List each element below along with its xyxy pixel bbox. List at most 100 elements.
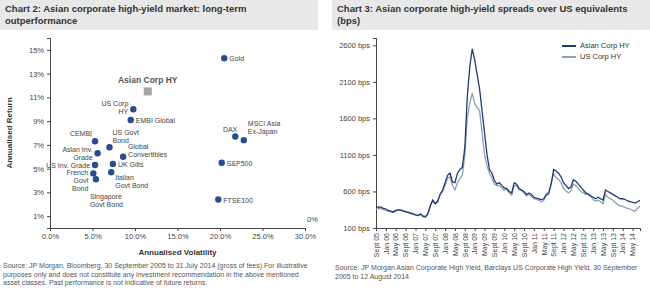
points <box>90 55 247 203</box>
tick-label: Jan 07 <box>412 233 419 254</box>
label-line: Gold <box>229 55 244 62</box>
tick-label: Jan 12 <box>560 233 567 254</box>
label-line: UK Gilts <box>118 161 144 168</box>
tick-label: 15% <box>29 46 44 55</box>
legend: Asian Corp HYUS Corp HY <box>562 41 630 61</box>
tick-label: May 09 <box>481 233 489 256</box>
tick-mark <box>373 118 376 119</box>
label-line: Global <box>128 143 149 150</box>
tick-mark <box>524 228 525 231</box>
tick-mark <box>373 155 376 156</box>
tick-label: May 10 <box>511 233 519 256</box>
point <box>219 159 225 165</box>
point <box>106 144 112 150</box>
tick-label: 0.0% <box>42 232 59 241</box>
tick: 7% <box>33 141 50 150</box>
tick: May 13 <box>600 228 608 256</box>
tick-label: 1100 bps <box>340 151 371 160</box>
axis-line <box>51 229 306 232</box>
tick-mark <box>396 228 397 231</box>
label-line: US Corp <box>101 100 128 108</box>
label-line: Singapore <box>90 193 122 201</box>
label-line: CEMBI <box>70 130 92 137</box>
point <box>232 133 238 139</box>
tick: 0.0% <box>42 228 59 241</box>
point <box>110 161 116 167</box>
point-label: US CorpHY <box>101 100 128 115</box>
tick: Jan 08 <box>442 228 449 254</box>
tick-label: Sept 10 <box>521 233 529 257</box>
legend-label: US Corp HY <box>580 52 621 61</box>
label-line: Ex-Japan <box>248 128 278 136</box>
label-line: MSCI Asia <box>248 120 281 127</box>
axis-title: Annualised Return <box>5 97 14 168</box>
tick-label: 100 bps <box>343 224 370 233</box>
point <box>130 106 136 112</box>
tick-mark <box>425 228 426 231</box>
legend-entry: US Corp HY <box>562 52 621 61</box>
legend-swatch <box>562 56 576 58</box>
point-label: SingaporeGovt Bond <box>90 193 123 208</box>
tick: Jan 13 <box>590 228 597 254</box>
point <box>128 117 134 123</box>
axis-line <box>47 39 51 229</box>
label-line: Asian Inv. <box>62 146 92 153</box>
tick-mark <box>415 228 416 231</box>
label-line: French <box>67 169 89 176</box>
tick: 9% <box>33 117 50 126</box>
point-label: GlobalConvertibles <box>128 143 167 158</box>
tick-label: May 08 <box>452 233 460 256</box>
tick: May 09 <box>481 228 489 256</box>
tick-mark <box>534 228 535 231</box>
tick: 13% <box>29 70 50 79</box>
point <box>108 169 114 175</box>
tick-label: Sept 11 <box>550 233 558 257</box>
point <box>94 150 100 156</box>
tick-mark <box>376 228 377 231</box>
tick-mark <box>373 191 376 192</box>
tick-label: May 07 <box>422 233 430 256</box>
label-line: FTSE100 <box>223 197 253 204</box>
point-label: DAX <box>223 126 238 133</box>
label-line: Grade <box>73 154 93 161</box>
point-label: Asian Inv.Grade <box>62 146 92 161</box>
tick-label: 2100 bps <box>339 78 370 87</box>
tick: Jan 09 <box>471 228 478 254</box>
label-line: Convertibles <box>128 151 167 158</box>
tick-mark <box>47 121 50 122</box>
series-line <box>376 49 640 217</box>
point-label: Gold <box>229 55 244 62</box>
chart-canvas: 0.0%5.0%10.0%15.0%20.0%25.0%30.0%1%3%5%7… <box>0 0 650 298</box>
label-line: Bond <box>113 137 129 144</box>
tick: Jan 12 <box>560 228 567 254</box>
tick-label: May 11 <box>541 233 549 256</box>
tick: Sept 08 <box>462 228 470 257</box>
label-line: Italian <box>115 174 134 181</box>
tick-mark <box>465 228 466 231</box>
legend-swatch <box>562 45 576 47</box>
tick-label: Jan 08 <box>442 233 449 254</box>
tick-mark <box>47 97 50 98</box>
point-label: Asian Corp HY <box>118 75 178 85</box>
tick: Sept 13 <box>610 228 618 257</box>
x-axis: Sept 05Jan 06May 06Sept 06Jan 07May 07Se… <box>373 228 641 257</box>
tick-label: 5% <box>33 165 44 174</box>
tick: 100 bps <box>343 224 376 233</box>
tick-mark <box>47 145 50 146</box>
tick: 2600 bps <box>339 41 376 50</box>
tick-mark <box>220 228 221 231</box>
tick: 1% <box>33 212 50 221</box>
point <box>92 138 98 144</box>
tick-label: 30.0% <box>295 232 317 241</box>
tick: 3% <box>33 188 50 197</box>
tick-label: May 14 <box>629 233 637 256</box>
tick-mark <box>613 228 614 231</box>
tick-label: May 13 <box>600 233 608 256</box>
tick: 1600 bps <box>339 114 376 123</box>
tick-label: Jan 06 <box>383 233 390 254</box>
tick-label: Sept 06 <box>402 233 410 257</box>
tick: Sept 12 <box>580 228 588 257</box>
tick: 600 bps <box>343 187 376 196</box>
tick-label: Jan 13 <box>590 233 597 254</box>
label-line: Govt Bond <box>90 201 123 208</box>
